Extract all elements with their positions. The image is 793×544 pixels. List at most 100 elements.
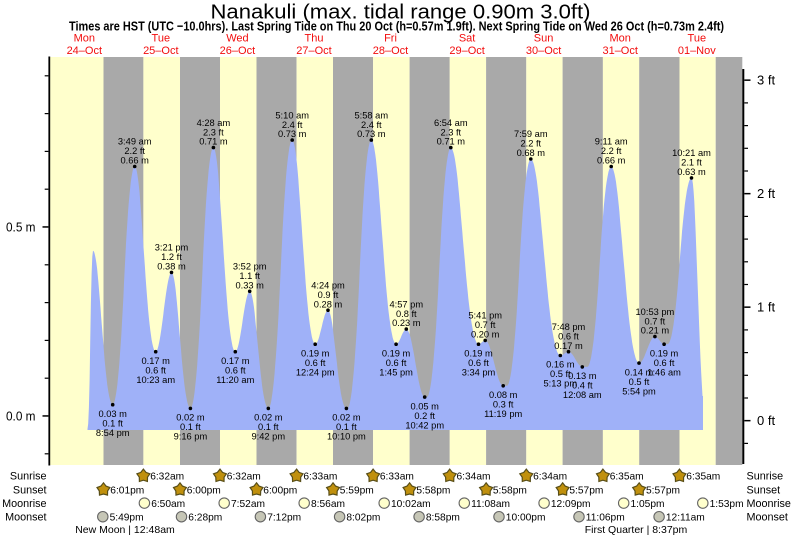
svg-text:6:01pm: 6:01pm (110, 485, 144, 496)
svg-text:Fri: Fri (384, 33, 397, 45)
svg-text:24–Oct: 24–Oct (67, 45, 102, 57)
svg-text:0.0 m: 0.0 m (6, 409, 36, 424)
svg-text:First Quarter | 8:37pm: First Quarter | 8:37pm (585, 524, 688, 536)
svg-text:Mon: Mon (609, 33, 630, 45)
svg-text:0.1 ft: 0.1 ft (336, 422, 357, 432)
svg-text:0.6 ft: 0.6 ft (145, 365, 166, 375)
svg-text:5:58pm: 5:58pm (416, 485, 450, 496)
svg-text:30–Oct: 30–Oct (526, 45, 561, 57)
svg-text:3 ft: 3 ft (757, 73, 775, 88)
svg-text:0.17 m: 0.17 m (221, 356, 250, 366)
svg-text:6:33am: 6:33am (303, 472, 337, 483)
svg-text:0.4 ft: 0.4 ft (572, 381, 593, 391)
svg-text:Moonset: Moonset (747, 511, 788, 523)
svg-text:2.2 ft: 2.2 ft (601, 146, 622, 156)
svg-text:0.28 m: 0.28 m (314, 299, 343, 309)
svg-text:Tue: Tue (152, 33, 171, 45)
svg-text:0.73 m: 0.73 m (278, 129, 307, 139)
svg-text:5:13 pm: 5:13 pm (544, 379, 578, 389)
svg-text:0.68 m: 0.68 m (517, 148, 546, 158)
svg-text:10:02am: 10:02am (391, 499, 431, 510)
svg-text:0.6 ft: 0.6 ft (468, 358, 489, 368)
svg-text:0 ft: 0 ft (757, 413, 775, 428)
svg-text:6:34am: 6:34am (533, 472, 567, 483)
svg-text:0.19 m: 0.19 m (301, 348, 330, 358)
svg-text:26–Oct: 26–Oct (220, 45, 255, 57)
svg-text:Sunset: Sunset (13, 484, 47, 496)
svg-text:3:49 am: 3:49 am (118, 137, 152, 147)
svg-text:7:59 am: 7:59 am (514, 129, 548, 139)
svg-text:10:21 am: 10:21 am (672, 148, 711, 158)
svg-text:5:10 am: 5:10 am (275, 110, 309, 120)
svg-text:Thu: Thu (305, 33, 324, 45)
svg-text:2.3 ft: 2.3 ft (203, 127, 224, 137)
svg-text:8:02pm: 8:02pm (346, 512, 380, 523)
svg-text:Sunrise: Sunrise (10, 471, 47, 483)
svg-text:0.6 ft: 0.6 ft (386, 358, 407, 368)
svg-text:4:57 pm: 4:57 pm (390, 299, 424, 309)
svg-text:0.73 m: 0.73 m (357, 129, 386, 139)
svg-text:1.2 ft: 1.2 ft (161, 252, 182, 262)
svg-text:12:09pm: 12:09pm (551, 499, 591, 510)
svg-text:0.7 ft: 0.7 ft (645, 316, 666, 326)
svg-text:0.16 m: 0.16 m (546, 360, 575, 370)
svg-text:6:00pm: 6:00pm (187, 485, 221, 496)
svg-text:Wed: Wed (226, 33, 248, 45)
svg-text:5:41 pm: 5:41 pm (468, 311, 502, 321)
svg-text:31–Oct: 31–Oct (602, 45, 637, 57)
svg-text:2.1 ft: 2.1 ft (681, 158, 702, 168)
svg-text:27–Oct: 27–Oct (296, 45, 331, 57)
svg-text:10:10 pm: 10:10 pm (327, 432, 366, 442)
svg-text:2.3 ft: 2.3 ft (440, 127, 461, 137)
svg-text:Sunrise: Sunrise (747, 471, 784, 483)
svg-text:0.5 ft: 0.5 ft (629, 377, 650, 387)
svg-text:6:50am: 6:50am (151, 499, 185, 510)
svg-text:11:08am: 11:08am (471, 499, 510, 510)
svg-text:0.21 m: 0.21 m (641, 326, 670, 336)
svg-text:5:59pm: 5:59pm (340, 485, 374, 496)
svg-text:0.19 m: 0.19 m (382, 348, 411, 358)
svg-text:5:58pm: 5:58pm (493, 485, 527, 496)
svg-text:0.6 ft: 0.6 ft (225, 365, 246, 375)
svg-text:Mon: Mon (74, 33, 95, 45)
svg-text:11:19 pm: 11:19 pm (484, 409, 522, 419)
svg-text:0.1 ft: 0.1 ft (258, 422, 279, 432)
svg-text:0.71 m: 0.71 m (437, 137, 466, 147)
svg-text:0.63 m: 0.63 m (677, 167, 706, 177)
svg-text:1:46 am: 1:46 am (647, 367, 681, 377)
svg-text:0.2 ft: 0.2 ft (414, 411, 435, 421)
svg-text:0.9 ft: 0.9 ft (318, 290, 339, 300)
svg-text:0.14 m: 0.14 m (625, 367, 654, 377)
svg-text:11:20 am: 11:20 am (216, 375, 254, 385)
svg-text:0.20 m: 0.20 m (471, 330, 500, 340)
svg-text:0.05 m: 0.05 m (410, 401, 439, 411)
svg-text:3:21 pm: 3:21 pm (155, 243, 189, 253)
svg-text:0.23 m: 0.23 m (392, 318, 421, 328)
svg-text:9:16 pm: 9:16 pm (174, 432, 208, 442)
svg-text:4:24 pm: 4:24 pm (311, 280, 345, 290)
svg-text:6:33am: 6:33am (380, 472, 414, 483)
svg-text:0.13 m: 0.13 m (568, 371, 597, 381)
svg-text:0.1 ft: 0.1 ft (102, 418, 123, 428)
svg-text:0.6 ft: 0.6 ft (558, 331, 579, 341)
svg-text:0.17 m: 0.17 m (554, 341, 583, 351)
svg-text:Sunset: Sunset (747, 484, 781, 496)
svg-text:6:32am: 6:32am (227, 472, 261, 483)
svg-text:7:12pm: 7:12pm (267, 512, 301, 523)
svg-text:0.5 ft: 0.5 ft (550, 369, 571, 379)
svg-text:12:24 pm: 12:24 pm (296, 367, 335, 377)
svg-text:0.66 m: 0.66 m (597, 156, 626, 166)
svg-text:0.6 ft: 0.6 ft (305, 358, 326, 368)
svg-text:9:11 am: 9:11 am (595, 137, 628, 147)
svg-text:1.1 ft: 1.1 ft (239, 271, 260, 281)
svg-text:6:34am: 6:34am (457, 472, 491, 483)
svg-text:0.08 m: 0.08 m (489, 390, 518, 400)
svg-text:0.6 ft: 0.6 ft (654, 358, 675, 368)
svg-text:6:35am: 6:35am (686, 472, 720, 483)
svg-text:5:49pm: 5:49pm (110, 512, 144, 523)
svg-text:0.1 ft: 0.1 ft (180, 422, 201, 432)
svg-text:3:52 pm: 3:52 pm (233, 262, 267, 272)
svg-text:1:45 pm: 1:45 pm (379, 367, 413, 377)
svg-text:0.33 m: 0.33 m (235, 280, 264, 290)
svg-text:10:23 am: 10:23 am (136, 375, 175, 385)
